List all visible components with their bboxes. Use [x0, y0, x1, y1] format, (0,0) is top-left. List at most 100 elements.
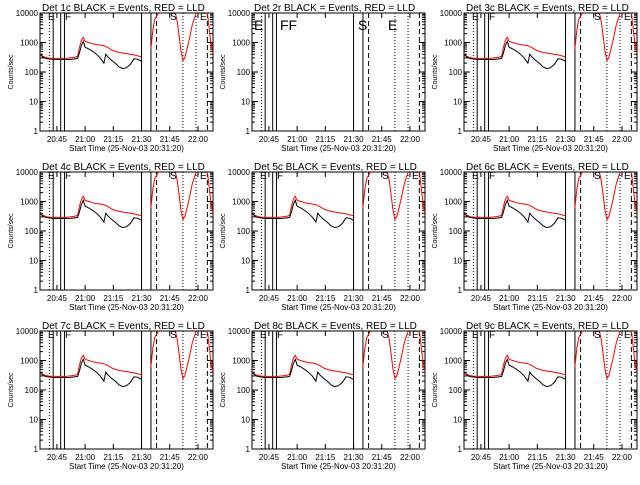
- y-tick-label: 1: [34, 445, 39, 454]
- x-tick-label: 21:30: [344, 135, 365, 144]
- panel-title: Det 4c BLACK = Events, RED = LLD: [42, 162, 205, 173]
- event-label: F: [65, 330, 71, 341]
- x-tick-label: 21:00: [499, 294, 520, 303]
- x-tick-label: 22:00: [612, 135, 633, 144]
- y-tick-label: 100: [25, 68, 39, 77]
- x-tick-label: 21:15: [527, 135, 548, 144]
- events-series-line: [40, 198, 142, 229]
- x-tick-label: 21:45: [160, 453, 181, 462]
- y-tick-label: 100: [449, 68, 463, 77]
- lld-series-line: [252, 354, 354, 377]
- y-tick-label: 100: [449, 227, 463, 236]
- panel-plot-area: [40, 172, 213, 290]
- lld-series-line: [464, 354, 566, 377]
- event-label: E: [472, 12, 479, 23]
- y-tick-label: 1000: [444, 357, 462, 366]
- event-label: E: [200, 171, 207, 182]
- plot-frame: [39, 330, 214, 450]
- y-tick-label: 100: [449, 386, 463, 395]
- x-tick-label: 21:45: [372, 453, 393, 462]
- event-label: E: [48, 12, 55, 23]
- x-tick-label: 21:30: [344, 453, 365, 462]
- event-label: E: [200, 330, 207, 341]
- event-label: S: [170, 330, 177, 341]
- y-tick-label: 10: [29, 416, 38, 425]
- events-series-line: [252, 357, 354, 388]
- lld-dip-line: [174, 172, 197, 221]
- panel-title: Det 9c BLACK = Events, RED = LLD: [466, 321, 629, 332]
- x-tick-label: 21:00: [499, 135, 520, 144]
- x-axis-label: Start Time (25-Nov-03 20:31:20): [281, 144, 396, 153]
- y-tick-label: 10000: [16, 9, 39, 18]
- event-label: E: [624, 330, 631, 341]
- x-tick-label: 20:45: [47, 294, 68, 303]
- event-label: E: [48, 330, 55, 341]
- x-tick-label: 22:00: [612, 453, 633, 462]
- lld-tail-line: [630, 13, 637, 55]
- panel-plot-area: [252, 331, 425, 449]
- y-tick-label: 1000: [20, 198, 38, 207]
- lld-series-line: [464, 36, 566, 59]
- event-label: E: [260, 330, 267, 341]
- plot-frame: [251, 171, 426, 291]
- lld-dip-line: [386, 172, 409, 221]
- plot-frame: [251, 12, 426, 132]
- x-tick-label: 21:00: [75, 135, 96, 144]
- x-tick-label: 20:45: [259, 294, 280, 303]
- y-axis-label: Counts/sec: [220, 372, 227, 408]
- event-label: E: [254, 17, 263, 33]
- event-label: S: [594, 12, 601, 23]
- x-tick-label: 21:00: [287, 135, 308, 144]
- x-tick-label: 20:45: [47, 135, 68, 144]
- y-tick-label: 1: [458, 127, 463, 136]
- x-tick-label: 21:15: [527, 294, 548, 303]
- x-tick-label: 20:45: [47, 453, 68, 462]
- y-tick-label: 10000: [228, 168, 251, 177]
- panel-title: Det 7c BLACK = Events, RED = LLD: [42, 321, 205, 332]
- x-tick-label: 21:15: [315, 135, 336, 144]
- panel-det-1: Det 1c BLACK = Events, RED = LLD 1 10 100 10…: [8, 3, 214, 153]
- y-tick-label: 1000: [232, 198, 250, 207]
- event-label: S: [382, 171, 389, 182]
- lld-flare-line: [150, 172, 159, 209]
- lld-tail-line: [206, 172, 213, 214]
- x-tick-label: 21:30: [556, 294, 577, 303]
- x-tick-label: 21:00: [75, 453, 96, 462]
- plot-frame: [463, 330, 638, 450]
- y-axis-label: Counts/sec: [432, 372, 439, 408]
- event-label: F: [489, 171, 495, 182]
- y-axis-label: Counts/sec: [8, 213, 15, 249]
- x-tick-label: 21:45: [584, 453, 605, 462]
- panel-plot-area: [464, 331, 637, 449]
- lld-tail-line: [418, 172, 425, 214]
- y-axis-label: Counts/sec: [432, 54, 439, 90]
- x-tick-label: 21:45: [372, 294, 393, 303]
- lld-series-line: [252, 195, 354, 218]
- x-tick-label: 21:30: [556, 453, 577, 462]
- y-tick-label: 1: [458, 445, 463, 454]
- x-tick-label: 21:00: [75, 294, 96, 303]
- panel-det-5: Det 5c BLACK = Events, RED = LLD 1 10 100 10…: [220, 162, 426, 312]
- x-tick-label: 22:00: [188, 453, 209, 462]
- y-tick-label: 10: [29, 257, 38, 266]
- y-tick-label: 100: [237, 68, 251, 77]
- x-tick-label: 22:00: [612, 294, 633, 303]
- x-tick-label: 21:15: [315, 453, 336, 462]
- y-tick-label: 10: [453, 257, 462, 266]
- lld-flare-line: [150, 331, 159, 368]
- x-axis-label: Start Time (25-Nov-03 20:31:20): [493, 303, 608, 312]
- y-tick-label: 1000: [232, 39, 250, 48]
- x-tick-label: 21:00: [287, 294, 308, 303]
- x-tick-label: 21:45: [160, 294, 181, 303]
- y-tick-label: 10: [241, 257, 250, 266]
- panel-title: Det 8c BLACK = Events, RED = LLD: [254, 321, 417, 332]
- x-tick-label: 21:45: [584, 294, 605, 303]
- event-label: E: [472, 171, 479, 182]
- y-tick-label: 10: [453, 98, 462, 107]
- x-axis-label: Start Time (25-Nov-03 20:31:20): [69, 303, 184, 312]
- lld-flare-line: [574, 331, 583, 368]
- event-label: F: [277, 330, 283, 341]
- event-label: E: [624, 171, 631, 182]
- event-label: E: [412, 330, 419, 341]
- event-label: E: [472, 330, 479, 341]
